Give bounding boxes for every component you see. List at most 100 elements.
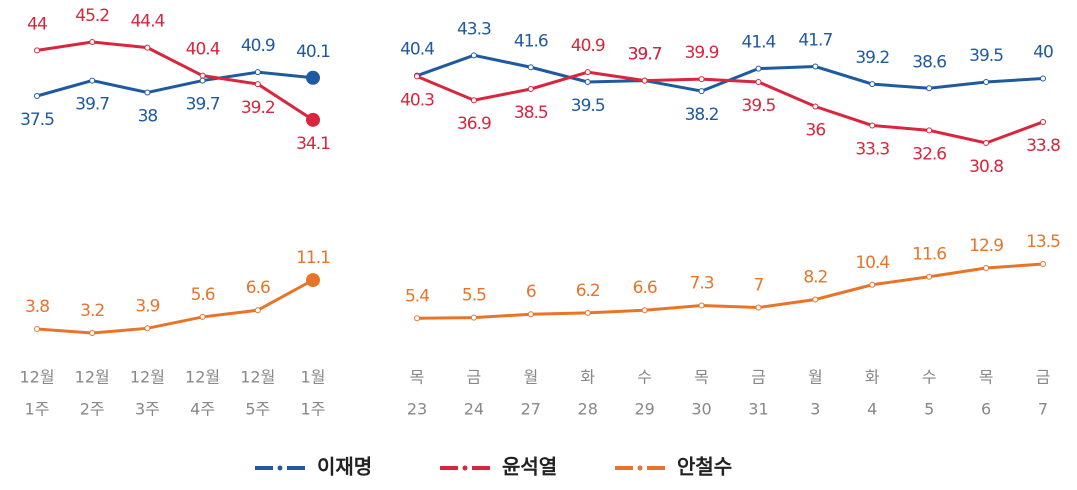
legend-swatch xyxy=(637,465,643,471)
data-label: 40.4 xyxy=(186,40,220,60)
point xyxy=(306,273,320,288)
x-tick-label: 30 xyxy=(691,400,711,419)
point xyxy=(199,313,206,320)
point xyxy=(584,78,591,85)
point xyxy=(199,77,206,84)
x-tick-label: 4 xyxy=(867,400,877,419)
x-tick-label: 29 xyxy=(634,400,654,419)
data-label: 39.2 xyxy=(241,98,275,118)
x-tick-label: 월 xyxy=(523,368,538,387)
point xyxy=(584,309,591,316)
x-tick-label: 화 xyxy=(580,368,595,387)
legend-swatch xyxy=(462,465,468,471)
x-tick-label: 28 xyxy=(578,400,598,419)
x-tick-label: 목 xyxy=(410,368,425,387)
point xyxy=(199,72,206,79)
x-tick-label: 목 xyxy=(979,368,994,387)
data-label: 3.9 xyxy=(135,296,159,316)
x-tick-label: 24 xyxy=(464,400,484,419)
point xyxy=(144,44,151,51)
point xyxy=(34,47,40,54)
series-line xyxy=(36,278,314,335)
legend-label: 윤석열 xyxy=(502,455,557,479)
x-tick-label: 1주 xyxy=(25,400,50,419)
x-tick-label: 12월 xyxy=(240,368,275,387)
data-label: 6.6 xyxy=(633,278,657,298)
data-label: 10.4 xyxy=(855,253,889,273)
data-label: 40.4 xyxy=(400,40,434,60)
x-tick-label: 목 xyxy=(694,368,709,387)
data-label: 13.5 xyxy=(1026,232,1060,252)
data-label: 40.1 xyxy=(296,42,330,62)
point xyxy=(983,140,990,146)
data-label: 11.1 xyxy=(296,248,330,268)
point xyxy=(698,76,705,83)
x-tick-label: 3주 xyxy=(135,400,160,419)
x-tick-label: 12월 xyxy=(75,368,110,387)
data-label: 39.5 xyxy=(571,96,605,116)
point xyxy=(641,307,648,314)
point xyxy=(812,296,819,303)
x-tick-label: 3 xyxy=(810,400,820,419)
data-label: 39.7 xyxy=(75,95,109,115)
data-label: 12.9 xyxy=(969,236,1003,256)
data-label: 11.6 xyxy=(912,245,946,265)
point xyxy=(812,103,819,110)
point xyxy=(812,63,819,70)
point xyxy=(527,85,534,92)
point xyxy=(306,112,320,127)
data-label: 5.5 xyxy=(462,286,486,306)
data-label: 8.2 xyxy=(803,268,827,288)
data-label: 33.8 xyxy=(1026,136,1060,156)
data-label: 39.7 xyxy=(628,45,662,65)
x-tick-label: 월 xyxy=(808,368,823,387)
data-label: 36 xyxy=(806,121,826,141)
x-tick-label: 6 xyxy=(981,400,991,419)
data-label: 30.8 xyxy=(969,157,1003,177)
point xyxy=(254,81,261,88)
data-label: 44.4 xyxy=(130,12,164,32)
x-tick-label: 금 xyxy=(751,368,766,387)
point xyxy=(89,330,96,336)
series-line xyxy=(416,262,1044,320)
point xyxy=(926,85,933,92)
data-label: 7.3 xyxy=(690,274,714,294)
point xyxy=(254,307,261,314)
data-label: 39.9 xyxy=(685,43,719,63)
point xyxy=(144,89,151,96)
x-tick-label: 23 xyxy=(407,400,427,419)
series-line xyxy=(416,70,1044,145)
data-label: 44 xyxy=(27,14,47,34)
legend-swatch xyxy=(277,465,283,471)
point xyxy=(641,77,648,84)
legend-label: 안철수 xyxy=(677,455,732,479)
point xyxy=(1040,118,1046,125)
data-label: 41.4 xyxy=(742,33,776,53)
data-label: 40.9 xyxy=(571,36,605,56)
data-label: 41.6 xyxy=(514,31,548,51)
point xyxy=(89,39,96,45)
data-label: 40 xyxy=(1033,42,1053,62)
data-label: 6.6 xyxy=(246,278,270,298)
x-tick-label: 2주 xyxy=(80,400,105,419)
point xyxy=(414,73,420,80)
point xyxy=(1040,261,1046,267)
point xyxy=(926,127,933,134)
point xyxy=(755,65,762,72)
point xyxy=(89,77,96,84)
x-tick-label: 12월 xyxy=(19,368,54,387)
data-label: 41.7 xyxy=(798,31,832,51)
x-tick-label: 금 xyxy=(467,368,482,387)
point xyxy=(584,69,591,76)
point xyxy=(698,302,705,309)
point xyxy=(470,314,477,321)
data-label: 33.3 xyxy=(855,139,889,159)
point xyxy=(869,122,876,129)
point xyxy=(414,315,420,322)
point xyxy=(306,70,320,85)
data-label: 38.6 xyxy=(912,52,946,72)
point xyxy=(1040,75,1046,82)
data-label: 45.2 xyxy=(75,6,109,26)
legend-label: 이재명 xyxy=(317,455,372,479)
